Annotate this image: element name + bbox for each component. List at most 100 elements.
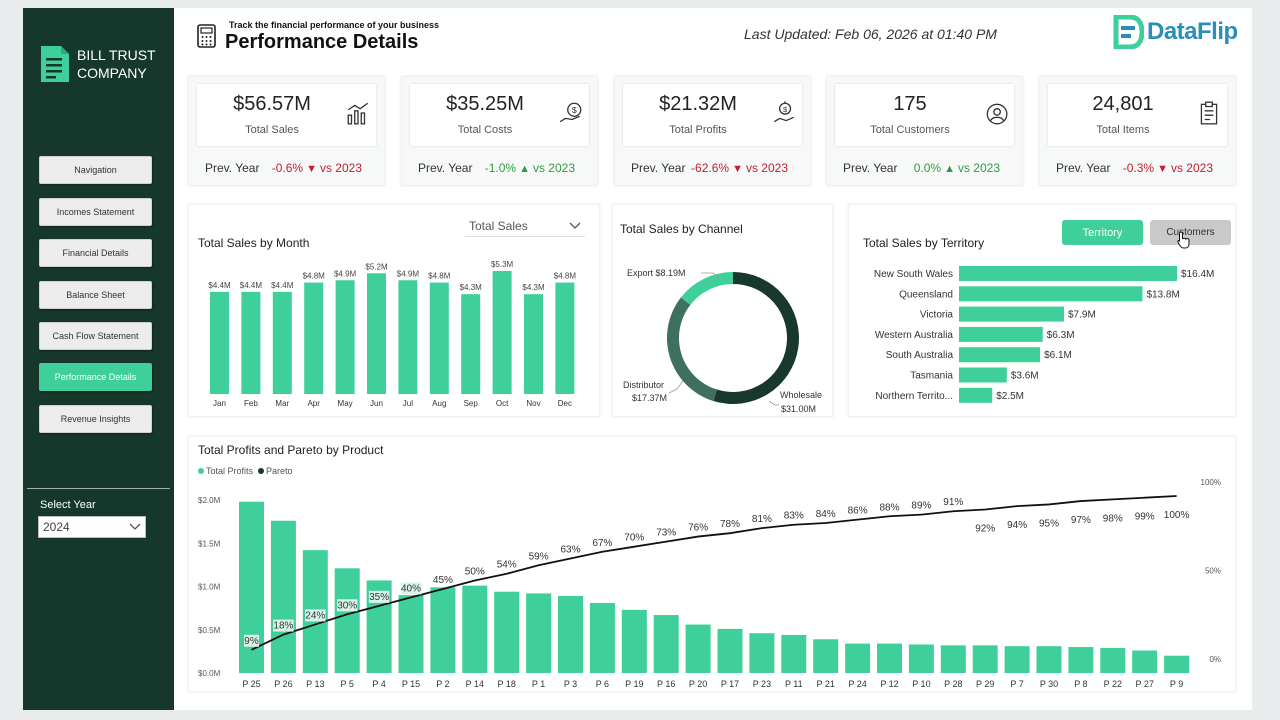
- month-tick-label: May: [338, 399, 353, 408]
- pareto-profit-bar: [1036, 646, 1062, 673]
- month-tick-label: Jun: [370, 399, 383, 408]
- month-tick-label: Jul: [403, 399, 413, 408]
- month-bar: [367, 273, 386, 394]
- pareto-percent-label: 99%: [1135, 512, 1155, 523]
- pareto-product-label: P 1: [532, 679, 545, 689]
- territory-bar: [959, 326, 1043, 342]
- export-leader-line: [701, 272, 720, 278]
- territory-value-label: $7.9M: [1068, 310, 1096, 321]
- kpi-value: $56.57M: [233, 93, 311, 115]
- month-bar-label: $4.4M: [271, 281, 294, 290]
- territory-bar: [959, 367, 1007, 383]
- profit-hand-icon: $: [773, 101, 795, 123]
- kpi-value: $21.32M: [659, 93, 737, 115]
- kpi-value: 24,801: [1092, 93, 1154, 115]
- pareto-percent-label: 86%: [848, 506, 868, 517]
- pareto-profit-bar: [940, 645, 966, 673]
- territory-bar: [959, 387, 993, 403]
- month-bar-label: $5.2M: [365, 262, 388, 271]
- pareto-profit-bar: [717, 628, 743, 673]
- pareto-percent-label: 24%: [305, 610, 325, 621]
- brand-name: BILL TRUST COMPANY: [77, 46, 156, 82]
- pareto-profit-bar: [398, 595, 424, 673]
- territory-value-label: $3.6M: [1011, 371, 1039, 382]
- pareto-profit-bar: [845, 643, 871, 673]
- pareto-percent-label: 40%: [401, 583, 421, 594]
- pareto-panel: Total Profits and Pareto by Product Tota…: [188, 436, 1236, 692]
- pareto-line: [251, 495, 1177, 651]
- pareto-profit-bar: [877, 643, 902, 673]
- legend-profits-swatch: [198, 468, 204, 474]
- pareto-percent-label: 67%: [592, 538, 612, 549]
- pareto-profit-bar: [1004, 646, 1030, 673]
- header: Track the financial performance of your …: [174, 8, 1252, 64]
- kpi-prev-label: Prev. Year: [631, 161, 686, 175]
- pareto-profit-bar: [813, 639, 839, 673]
- chevron-down-icon: [569, 222, 581, 229]
- pareto-profit-bar: [526, 593, 552, 673]
- pareto-product-label: P 29: [976, 679, 994, 689]
- territory-label: Tasmania: [910, 371, 953, 382]
- kpi-label: Total Sales: [245, 124, 299, 136]
- month-bar-label: $4.9M: [397, 269, 420, 278]
- kpi-card-total-customers: 175 Total Customers Prev. Year 0.0% ▲ vs 2023: [826, 76, 1023, 186]
- pareto-percent-label: 95%: [1039, 518, 1059, 529]
- territory-sales-panel: Total Sales by Territory Territory Custo…: [848, 204, 1236, 417]
- pareto-profit-bar: [558, 596, 583, 673]
- pareto-y-tick: $2.0M: [198, 496, 221, 505]
- nav-button-performance-details[interactable]: Performance Details: [39, 363, 152, 391]
- month-bar: [272, 291, 292, 394]
- territory-bar-chart: New South Wales $16.4M Queensland $13.8M Vic…: [874, 266, 1214, 403]
- main-content: $56.57M Total Sales Prev. Year -0.6% ▼ vs 202…: [174, 64, 1252, 710]
- territory-value-label: $13.8M: [1146, 289, 1179, 300]
- pareto-y2-tick: 100%: [1201, 478, 1221, 487]
- kpi-change: -1.0% ▲ vs 2023: [485, 161, 575, 175]
- nav-button-financial-details[interactable]: Financial Details: [39, 239, 152, 267]
- territory-label: Victoria: [920, 310, 954, 321]
- pareto-label-bg: [336, 599, 358, 612]
- chevron-down-icon: [129, 523, 141, 530]
- pareto-label-bg: [273, 619, 294, 632]
- pareto-profit-bar: [908, 644, 934, 673]
- nav-button-cash-flow-statement[interactable]: Cash Flow Statement: [39, 322, 152, 350]
- pareto-percent-label: 35%: [369, 592, 389, 603]
- kpi-prev-label: Prev. Year: [205, 161, 260, 175]
- nav-button-revenue-insights[interactable]: Revenue Insights: [39, 405, 152, 433]
- pareto-percent-label: 89%: [911, 501, 931, 512]
- month-bar-label: $4.3M: [522, 283, 545, 292]
- header-subtitle: Track the financial performance of your …: [229, 20, 440, 30]
- territory-label: New South Wales: [874, 269, 953, 280]
- monthly-sales-title: Total Sales by Month: [198, 236, 310, 250]
- territory-label: Queensland: [899, 289, 953, 300]
- nav-button-incomes-statement[interactable]: Incomes Statement: [39, 198, 152, 226]
- measure-dropdown[interactable]: Total Sales: [465, 215, 585, 237]
- pareto-legend: Total Profits Pareto: [198, 466, 293, 476]
- pareto-percent-label: 30%: [337, 600, 357, 611]
- pareto-product-label: P 12: [880, 679, 898, 689]
- brand-name-line1: BILL TRUST: [77, 47, 156, 63]
- legend-profits-label: Total Profits: [206, 466, 254, 476]
- territory-toggle-button[interactable]: Territory: [1062, 220, 1143, 245]
- pareto-product-label: P 3: [564, 679, 577, 689]
- pareto-y-tick: $0.0M: [198, 669, 221, 678]
- pareto-profit-bar: [239, 501, 264, 673]
- month-bar-label: $4.8M: [303, 272, 326, 281]
- month-bar: [335, 280, 355, 394]
- monthly-sales-panel: Total Sales by Month Total Sales $4.4M Ja…: [188, 204, 600, 417]
- triangle-down-icon: ▼: [306, 163, 317, 175]
- pareto-chart: $0.0M $0.5M $1.0M $1.5M $2.0M 0% 50% 100% P 25 P …: [198, 478, 1221, 689]
- pareto-profit-bar: [972, 645, 998, 673]
- nav-button-navigation[interactable]: Navigation: [39, 156, 152, 184]
- kpi-card-total-costs: $35.25M Total Costs $ Prev. Year -1.0% ▲ vs 20…: [401, 76, 598, 186]
- pareto-product-label: P 5: [341, 679, 354, 689]
- customers-toggle-button[interactable]: Customers: [1150, 220, 1231, 245]
- dataflip-logo-icon: [1113, 15, 1144, 49]
- kpi-vs-label: vs 2023: [957, 161, 1000, 175]
- nav-button-balance-sheet[interactable]: Balance Sheet: [39, 281, 152, 309]
- year-select[interactable]: 2024: [38, 516, 146, 538]
- kpi-change-value: 0.0%: [913, 161, 942, 175]
- clipboard-icon: [1200, 101, 1218, 125]
- donut-slice-wholesale: [713, 272, 799, 404]
- pareto-percent-label: 9%: [244, 636, 259, 647]
- territory-bar: [959, 347, 1041, 363]
